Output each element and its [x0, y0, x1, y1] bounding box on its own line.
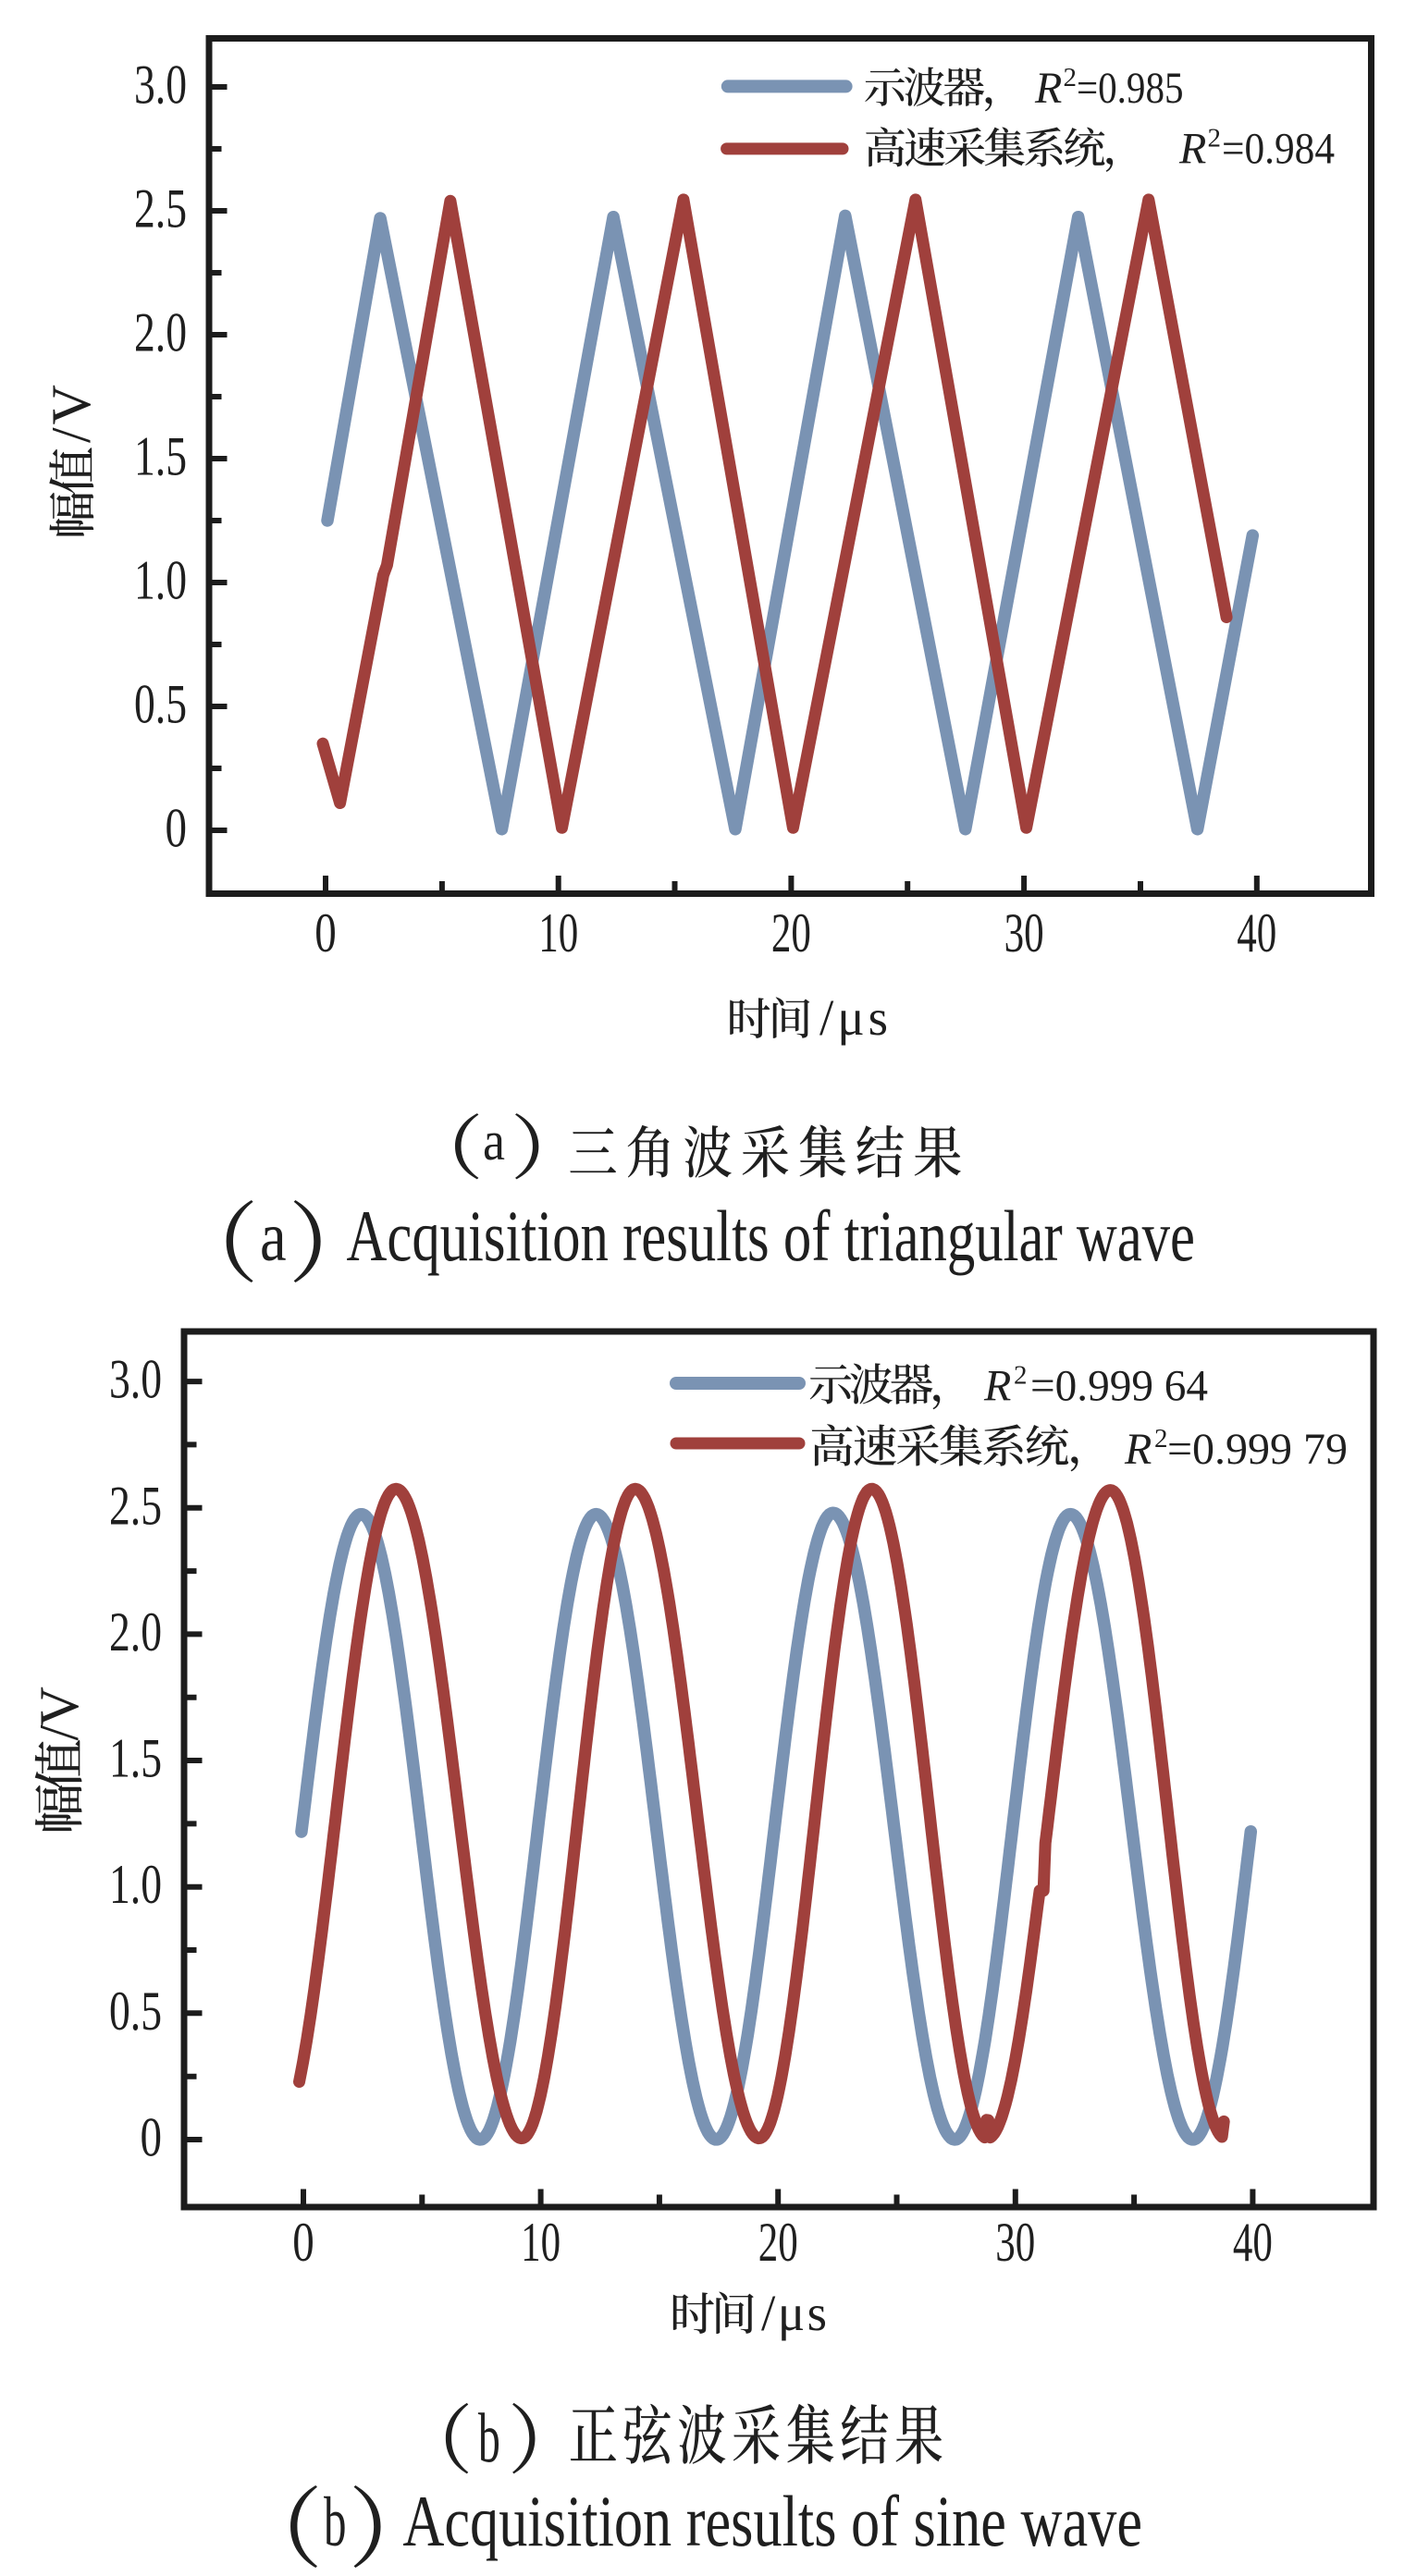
svg-text:30: 30: [995, 2212, 1035, 2273]
svg-text:3.0: 3.0: [109, 1349, 162, 1410]
svg-text:2.0: 2.0: [109, 1601, 162, 1662]
svg-text:0.5: 0.5: [109, 1981, 162, 2042]
svg-text:1.0: 1.0: [109, 1854, 162, 1915]
svg-text:/V: /V: [41, 385, 102, 443]
svg-text:R: R: [1124, 1425, 1152, 1474]
svg-text:R: R: [1034, 64, 1062, 113]
svg-text:Acquisition results of triangu: Acquisition results of triangular wave: [347, 1196, 1196, 1276]
svg-text:0: 0: [292, 2212, 314, 2273]
svg-text:R: R: [983, 1362, 1011, 1411]
svg-text:30: 30: [1004, 902, 1044, 963]
svg-text:b: b: [478, 2400, 500, 2478]
svg-text:0.5: 0.5: [134, 674, 187, 735]
svg-text:20: 20: [758, 2212, 798, 2273]
svg-text:20: 20: [771, 902, 811, 963]
svg-text:=0.984: =0.984: [1222, 125, 1335, 174]
svg-text:2.5: 2.5: [109, 1475, 162, 1536]
svg-text:=0.999 64: =0.999 64: [1030, 1362, 1208, 1411]
svg-text:1.0: 1.0: [134, 550, 187, 611]
svg-text:2.5: 2.5: [134, 178, 187, 239]
svg-text:b: b: [324, 2484, 347, 2561]
svg-text:2: 2: [1154, 1424, 1168, 1454]
svg-text:0: 0: [314, 902, 337, 963]
svg-text:2: 2: [1014, 1361, 1028, 1391]
svg-text:a: a: [483, 1110, 505, 1171]
svg-text:a: a: [260, 1198, 287, 1276]
svg-text:2: 2: [1208, 124, 1222, 153]
svg-text:0: 0: [141, 2107, 163, 2168]
svg-text:2.0: 2.0: [134, 302, 187, 363]
svg-text:10: 10: [538, 902, 578, 963]
svg-text:3.0: 3.0: [134, 55, 187, 116]
svg-text:Acquisition results of sine wa: Acquisition results of sine wave: [402, 2481, 1142, 2561]
svg-text:/μs: /μs: [819, 989, 888, 1046]
svg-text:0: 0: [166, 798, 188, 859]
svg-text:40: 40: [1237, 902, 1276, 963]
svg-text:R: R: [1178, 125, 1206, 174]
svg-text:/V: /V: [29, 1687, 90, 1741]
svg-text:1.5: 1.5: [109, 1728, 162, 1789]
svg-text:40: 40: [1233, 2212, 1273, 2273]
svg-text:10: 10: [521, 2212, 561, 2273]
svg-text:2: 2: [1064, 63, 1078, 92]
svg-text:/μs: /μs: [761, 2285, 827, 2341]
svg-text:=0.985: =0.985: [1077, 64, 1184, 113]
svg-text:=0.999 79: =0.999 79: [1167, 1425, 1348, 1474]
svg-text:1.5: 1.5: [134, 426, 187, 487]
